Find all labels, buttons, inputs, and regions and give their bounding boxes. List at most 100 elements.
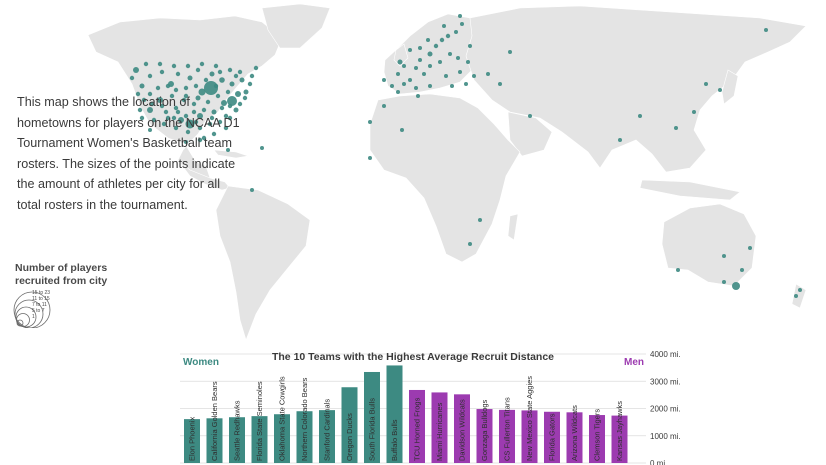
hometown-point[interactable] (193, 83, 199, 89)
hometown-point[interactable] (426, 38, 430, 42)
hometown-point[interactable] (143, 61, 149, 67)
hometown-point[interactable] (456, 56, 460, 60)
hometown-point[interactable] (618, 138, 622, 142)
hometown-point[interactable] (191, 101, 197, 107)
hometown-point[interactable] (151, 117, 157, 123)
hometown-point[interactable] (692, 110, 696, 114)
hometown-point[interactable] (201, 107, 207, 113)
hometown-point[interactable] (199, 61, 205, 67)
hometown-point[interactable] (247, 81, 253, 87)
hometown-point[interactable] (183, 113, 189, 119)
hometown-point[interactable] (219, 77, 225, 83)
hometown-point[interactable] (397, 59, 403, 65)
hometown-point[interactable] (508, 50, 512, 54)
hometown-point[interactable] (197, 137, 203, 143)
hometown-point[interactable] (191, 109, 197, 115)
hometown-point[interactable] (223, 113, 229, 119)
hometown-point[interactable] (638, 114, 642, 118)
hometown-point[interactable] (213, 83, 219, 89)
hometown-point[interactable] (185, 119, 195, 129)
hometown-point[interactable] (139, 83, 145, 89)
hometown-point[interactable] (408, 78, 412, 82)
hometown-point[interactable] (414, 86, 418, 90)
hometown-point[interactable] (229, 81, 235, 87)
hometown-point[interactable] (173, 125, 179, 131)
hometown-point[interactable] (147, 73, 153, 79)
hometown-point[interactable] (249, 73, 255, 79)
hometown-point[interactable] (468, 242, 472, 246)
hometown-point[interactable] (382, 104, 386, 108)
hometown-point[interactable] (674, 126, 678, 130)
hometown-point[interactable] (464, 82, 468, 86)
hometown-point[interactable] (439, 37, 445, 43)
hometown-point[interactable] (233, 73, 239, 79)
hometown-point[interactable] (219, 105, 225, 111)
hometown-point[interactable] (740, 268, 744, 272)
hometown-point[interactable] (161, 121, 167, 127)
hometown-point[interactable] (458, 14, 462, 18)
hometown-point[interactable] (211, 109, 217, 115)
hometown-point[interactable] (445, 33, 451, 39)
hometown-point[interactable] (428, 84, 432, 88)
hometown-point[interactable] (169, 93, 175, 99)
hometown-point[interactable] (149, 101, 155, 107)
recruit-hometown-points[interactable] (129, 14, 802, 298)
hometown-point[interactable] (203, 77, 209, 83)
hometown-point[interactable] (468, 44, 472, 48)
hometown-point[interactable] (148, 128, 152, 132)
hometown-point[interactable] (227, 67, 233, 73)
hometown-point[interactable] (171, 63, 177, 69)
hometown-point[interactable] (147, 107, 153, 113)
hometown-point[interactable] (498, 82, 502, 86)
hometown-point[interactable] (141, 97, 147, 103)
hometown-point[interactable] (147, 91, 153, 97)
hometown-point[interactable] (396, 90, 400, 94)
hometown-point[interactable] (396, 72, 400, 76)
hometown-point[interactable] (368, 156, 372, 160)
hometown-point[interactable] (205, 99, 211, 105)
hometown-point[interactable] (173, 105, 179, 111)
hometown-point[interactable] (155, 85, 161, 91)
hometown-point[interactable] (175, 71, 181, 77)
hometown-point[interactable] (418, 46, 422, 50)
hometown-point[interactable] (722, 280, 726, 284)
hometown-point[interactable] (215, 93, 221, 99)
hometown-point[interactable] (135, 91, 141, 97)
hometown-point[interactable] (400, 128, 404, 132)
hometown-point[interactable] (165, 115, 171, 121)
hometown-point[interactable] (402, 64, 406, 68)
hometown-point[interactable] (472, 74, 476, 78)
hometown-point[interactable] (195, 95, 201, 101)
hometown-point[interactable] (213, 63, 219, 69)
hometown-point[interactable] (242, 95, 248, 101)
hometown-point[interactable] (137, 107, 143, 113)
hometown-point[interactable] (217, 119, 223, 125)
hometown-point[interactable] (438, 60, 442, 64)
hometown-point[interactable] (181, 97, 187, 103)
hometown-point[interactable] (798, 288, 802, 292)
hometown-point[interactable] (226, 148, 230, 152)
hometown-point[interactable] (209, 115, 215, 121)
hometown-point[interactable] (422, 72, 426, 76)
hometown-point[interactable] (408, 48, 412, 52)
hometown-point[interactable] (201, 135, 207, 141)
hometown-point[interactable] (732, 282, 740, 290)
hometown-point[interactable] (195, 67, 201, 73)
hometown-point[interactable] (175, 109, 181, 115)
hometown-point[interactable] (764, 28, 768, 32)
hometown-point[interactable] (250, 188, 254, 192)
hometown-point[interactable] (157, 97, 163, 103)
hometown-point[interactable] (427, 51, 433, 57)
hometown-point[interactable] (185, 63, 191, 69)
hometown-point[interactable] (184, 140, 188, 144)
hometown-point[interactable] (173, 87, 179, 93)
hometown-point[interactable] (207, 121, 213, 127)
hometown-point[interactable] (197, 113, 203, 119)
hometown-point[interactable] (448, 52, 452, 56)
hometown-point[interactable] (183, 85, 189, 91)
hometown-point[interactable] (528, 114, 532, 118)
hometown-point[interactable] (260, 146, 264, 150)
hometown-point[interactable] (221, 100, 227, 106)
hometown-point[interactable] (183, 93, 189, 99)
hometown-point[interactable] (450, 84, 454, 88)
